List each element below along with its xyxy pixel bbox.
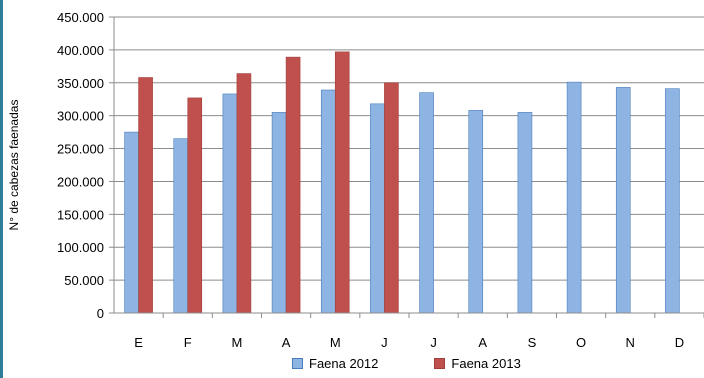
left-accent-bar [0, 0, 3, 378]
y-tick-label: 200.000 [57, 174, 104, 189]
x-tick-label: F [184, 335, 192, 350]
x-tick-label: S [528, 335, 537, 350]
x-tick-label: M [330, 335, 341, 350]
legend-label-faena-2013: Faena 2013 [451, 356, 521, 371]
bar-faena-2012 [271, 112, 287, 314]
y-tick-label: 100.000 [57, 240, 104, 255]
legend: Faena 2012 Faena 2013 [292, 356, 521, 371]
bar-faena-2012 [566, 81, 582, 314]
x-tick-label: J [430, 335, 437, 350]
y-tick-label: 250.000 [57, 142, 104, 157]
bar-faena-2013 [187, 97, 203, 314]
bar-faena-2012 [615, 87, 631, 314]
x-tick-label: O [576, 335, 586, 350]
x-tick-label: A [282, 335, 291, 350]
bar-faena-2013 [138, 77, 153, 314]
legend-item-faena-2012: Faena 2012 [292, 356, 378, 371]
bar-faena-2012 [665, 88, 680, 314]
bar-faena-2012 [517, 112, 533, 314]
bars [124, 51, 680, 314]
legend-swatch-faena-2012 [292, 358, 303, 369]
bar-faena-2013 [236, 73, 252, 314]
y-tick-label: 400.000 [57, 43, 104, 58]
bar-faena-2013 [334, 51, 350, 314]
y-axis-ticks: 0 50.000 100.000 150.000 200.000 250.000 300.0… [57, 10, 114, 321]
bar-faena-2012 [320, 89, 336, 314]
x-tick-label: J [381, 335, 388, 350]
x-tick-label: M [231, 335, 242, 350]
y-axis-title: N° de cabezas faenadas [7, 100, 21, 231]
y-tick-label: 350.000 [57, 76, 104, 91]
bar-faena-2012 [370, 103, 385, 314]
bar-faena-2012 [419, 92, 434, 314]
y-tick-label: 300.000 [57, 109, 104, 124]
x-tick-label: N [626, 335, 635, 350]
x-tick-label: D [675, 335, 684, 350]
bar-faena-2012 [173, 138, 189, 314]
y-tick-label: 0 [97, 306, 104, 321]
legend-item-faena-2013: Faena 2013 [434, 356, 521, 371]
y-tick-label: 50.000 [64, 273, 104, 288]
grid-lines [114, 16, 704, 281]
bar-faena-2012 [222, 93, 238, 314]
y-tick-label: 150.000 [57, 207, 104, 222]
bar-faena-2013 [384, 82, 399, 314]
bar-faena-2012 [124, 131, 139, 314]
x-tick-label: E [134, 335, 143, 350]
x-tick-label: A [478, 335, 487, 350]
y-tick-label: 450.000 [57, 10, 104, 25]
legend-label-faena-2012: Faena 2012 [309, 356, 379, 371]
bar-faena-2013 [285, 56, 301, 314]
legend-swatch-faena-2013 [434, 358, 446, 369]
bar-faena-2012 [468, 110, 484, 314]
